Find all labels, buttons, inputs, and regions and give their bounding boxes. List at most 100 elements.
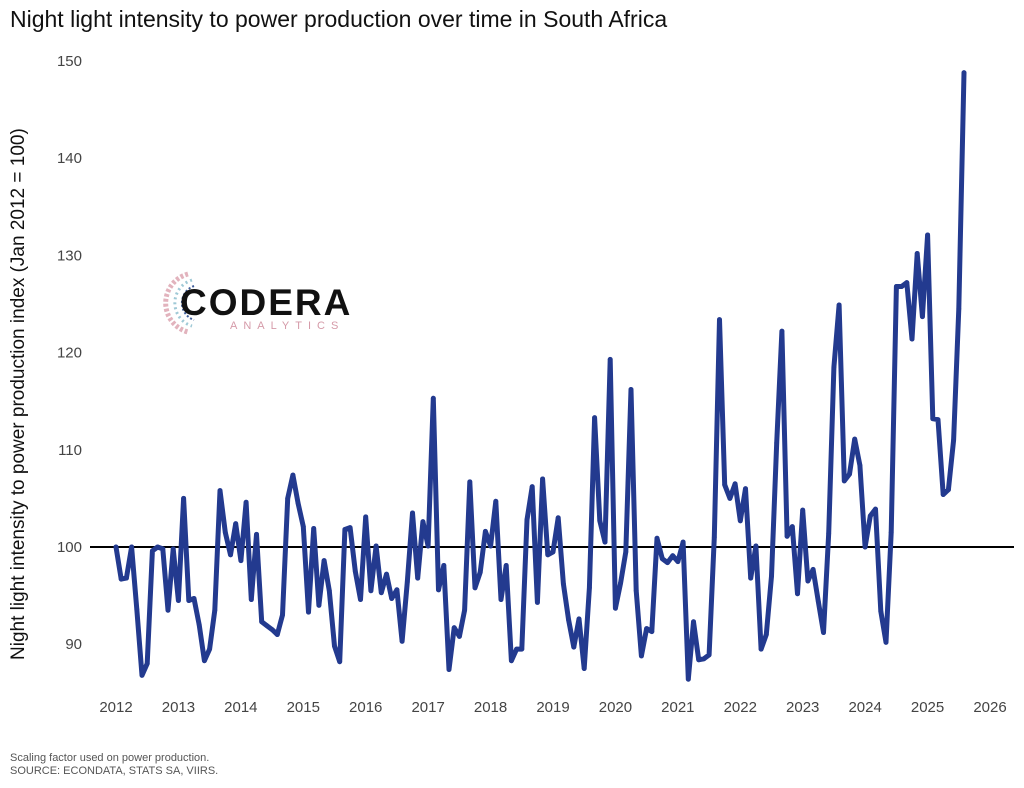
data-point: [826, 531, 832, 536]
data-point: [597, 518, 603, 524]
caption: Scaling factor used on power production.…: [10, 752, 218, 778]
data-point: [633, 588, 639, 594]
data-point: [425, 543, 431, 549]
data-point: [873, 506, 878, 512]
data-point: [706, 652, 712, 658]
data-point: [384, 571, 389, 577]
data-point: [951, 437, 956, 443]
data-point: [805, 578, 811, 584]
data-point: [914, 251, 920, 256]
y-tick-label: 90: [65, 636, 82, 653]
data-point: [613, 605, 618, 611]
data-point: [124, 575, 129, 581]
data-point: [566, 617, 571, 623]
data-point: [446, 667, 452, 672]
y-tick-label: 120: [57, 345, 82, 362]
data-point: [815, 599, 821, 604]
data-point: [628, 387, 634, 392]
data-point: [571, 644, 577, 650]
data-point: [503, 563, 509, 568]
y-tick-label: 140: [57, 150, 82, 167]
data-point: [691, 619, 696, 625]
data-point: [472, 585, 478, 591]
data-point: [701, 656, 707, 662]
data-point: [311, 526, 317, 531]
data-point: [576, 616, 582, 622]
data-point: [810, 567, 816, 572]
data-point: [285, 496, 291, 501]
data-point: [259, 619, 265, 625]
data-point: [274, 632, 280, 637]
data-point: [899, 284, 904, 289]
data-point: [535, 600, 540, 605]
data-point: [800, 507, 806, 513]
data-point: [935, 417, 941, 423]
data-point: [784, 533, 790, 539]
data-point: [836, 302, 842, 308]
data-point: [555, 515, 561, 521]
data-point: [248, 597, 254, 602]
data-point: [436, 587, 441, 593]
x-tick-label: 2023: [786, 699, 819, 716]
data-point: [529, 484, 535, 490]
data-point: [228, 552, 233, 558]
data-point: [618, 580, 623, 586]
data-point: [894, 284, 899, 289]
data-point: [181, 496, 187, 501]
data-points: [113, 70, 967, 682]
data-point: [113, 544, 119, 550]
data-point: [358, 597, 363, 602]
data-point: [639, 653, 644, 659]
x-axis-ticks: 2012 2013 2014 2015 2016 2017 2018 2019 2020 2021…: [99, 699, 1006, 716]
data-point: [581, 666, 587, 671]
data-point: [961, 70, 967, 76]
data-point: [389, 596, 395, 601]
data-point: [170, 546, 176, 552]
y-tick-label: 130: [57, 247, 82, 264]
data-point: [763, 632, 769, 637]
data-point: [509, 658, 514, 664]
x-tick-label: 2019: [536, 699, 569, 716]
data-point: [233, 521, 239, 527]
data-point: [711, 534, 717, 540]
data-point: [207, 646, 213, 652]
data-point: [139, 672, 145, 678]
data-point: [493, 498, 499, 504]
logo-name: CODERA: [180, 282, 353, 323]
x-tick-label: 2021: [661, 699, 694, 716]
data-point: [888, 530, 894, 535]
x-tick-label: 2018: [474, 699, 507, 716]
data-point: [295, 500, 301, 506]
data-point: [373, 543, 379, 549]
x-tick-label: 2015: [287, 699, 320, 716]
data-point: [904, 280, 910, 285]
data-point: [457, 634, 462, 639]
data-point: [670, 553, 676, 559]
caption-source: SOURCE: ECONDATA, STATS SA, VIIRS.: [10, 765, 219, 777]
x-tick-label: 2025: [911, 699, 944, 716]
y-axis-ticks: 90 100 110 120 130 140 150: [57, 53, 82, 653]
data-point: [753, 543, 759, 549]
data-point: [404, 579, 410, 585]
data-point: [222, 530, 228, 535]
data-point: [337, 659, 343, 665]
x-tick-label: 2026: [973, 699, 1006, 716]
codera-logo: CODERA ANALYTICS: [158, 266, 368, 338]
data-point: [722, 482, 728, 488]
data-point: [602, 539, 608, 545]
data-point: [623, 549, 629, 555]
data-point: [238, 558, 244, 563]
data-point: [202, 658, 207, 664]
y-tick-label: 150: [57, 53, 82, 70]
data-point: [368, 588, 374, 594]
data-point: [352, 568, 358, 574]
data-point: [144, 661, 150, 666]
data-point: [399, 638, 405, 644]
data-point: [165, 607, 171, 613]
x-tick-label: 2022: [724, 699, 757, 716]
data-point: [118, 576, 124, 582]
data-point: [940, 492, 946, 497]
y-tick-label: 110: [58, 442, 82, 459]
data-point: [592, 415, 597, 421]
